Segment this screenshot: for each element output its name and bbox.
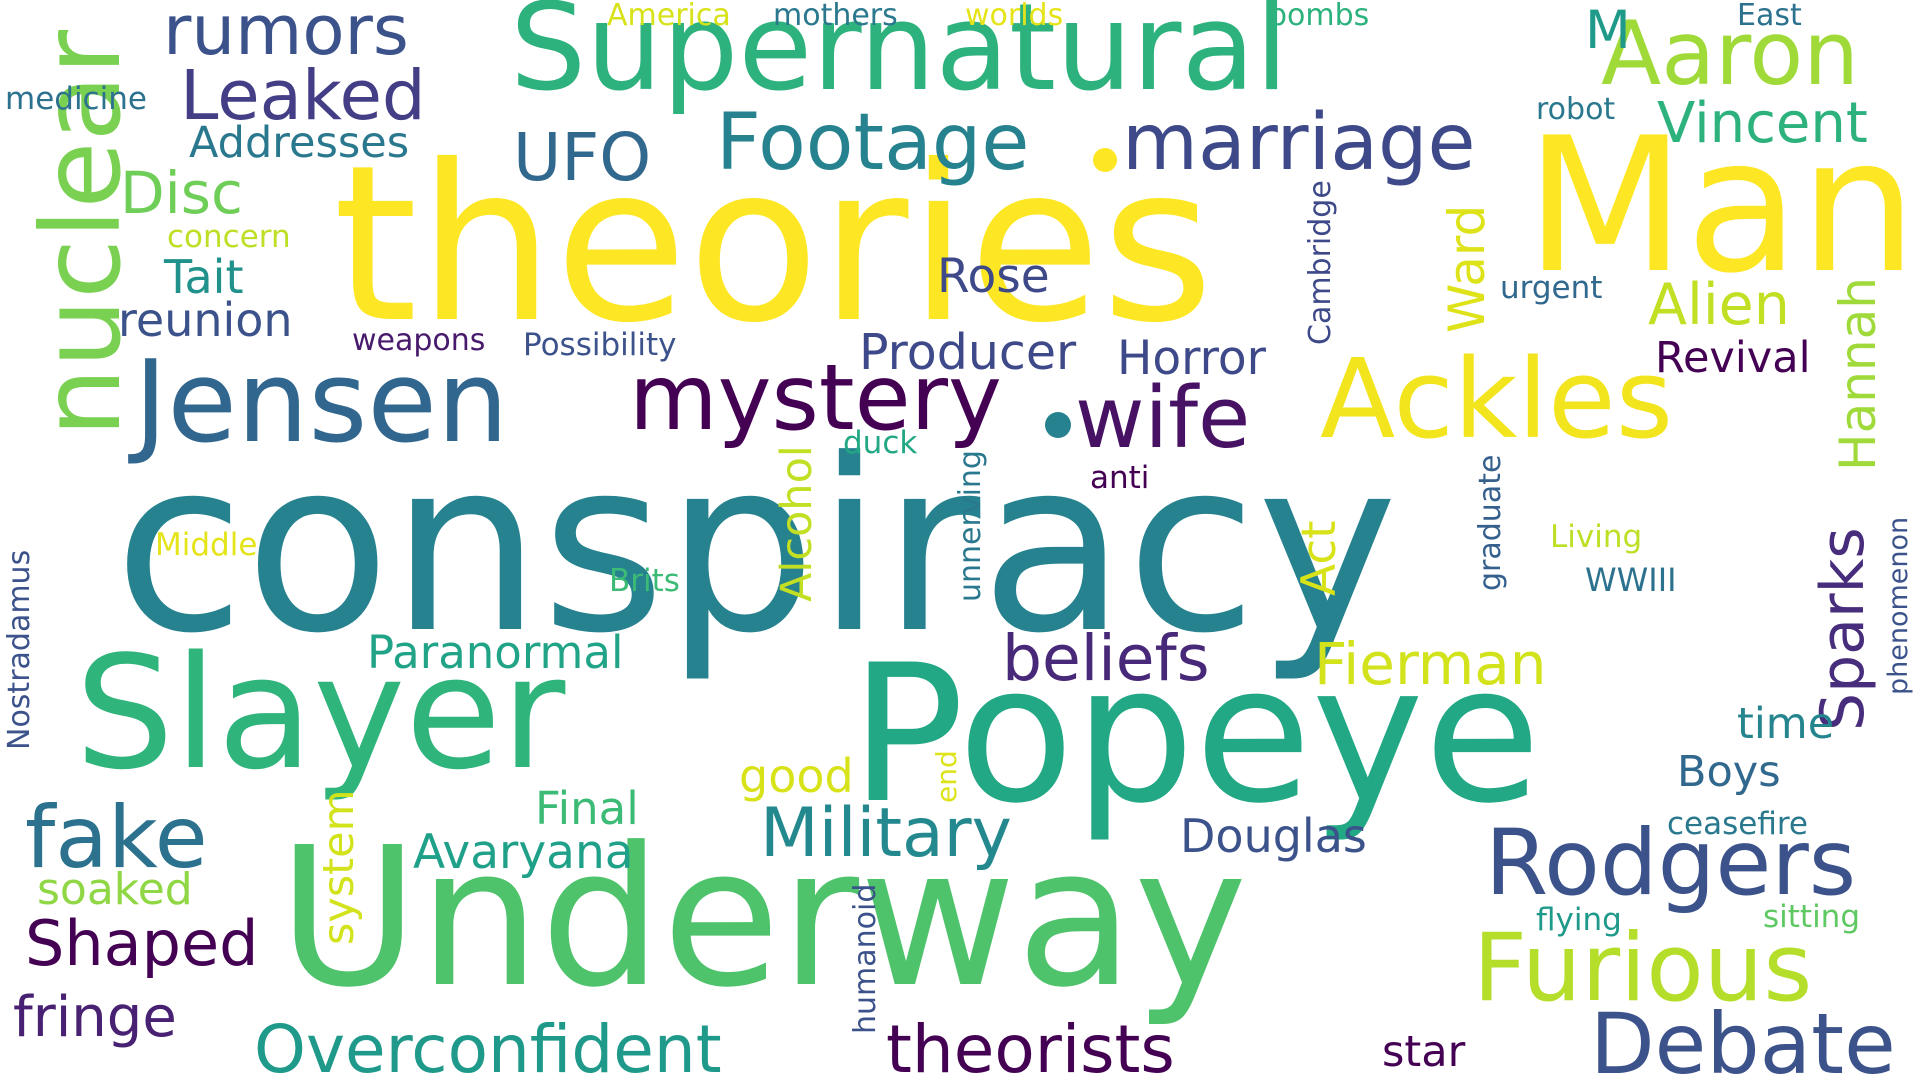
word-rumors: rumors — [163, 0, 409, 71]
word-rodgers: Rodgers — [1485, 811, 1857, 916]
word-furious: Furious — [1473, 914, 1813, 1023]
word-act: Act — [1292, 520, 1347, 596]
word-footage: Footage — [716, 98, 1030, 188]
word-time: time — [1737, 699, 1835, 749]
word-supernatural: Supernatural — [510, 0, 1289, 118]
dot-2 — [1045, 412, 1071, 438]
word-fierman: Fierman — [1314, 630, 1547, 698]
word-douglas: Douglas — [1180, 809, 1367, 863]
word-worlds: worlds — [965, 0, 1064, 33]
word-humanoid: humanoid — [848, 883, 883, 1034]
word-disc: Disc — [120, 159, 243, 227]
word-middle: Middle — [155, 527, 258, 563]
word-ceasefire: ceasefire — [1667, 806, 1808, 842]
word-alien: Alien — [1648, 272, 1790, 338]
dot-1 — [1093, 148, 1117, 172]
word-fringe: fringe — [13, 985, 177, 1050]
word-hannah: Hannah — [1829, 277, 1887, 471]
word-duck: duck — [843, 425, 918, 461]
word-robot: robot — [1536, 92, 1616, 127]
word-overconfident: Overconfident — [254, 1011, 722, 1080]
word-shaped: Shaped — [25, 907, 259, 980]
word-man: Man — [1525, 97, 1918, 314]
word-revival: Revival — [1655, 333, 1811, 383]
word-tait: Tait — [164, 250, 244, 304]
word-bombs: bombs — [1268, 0, 1370, 33]
word-mystery: mystery — [629, 346, 1002, 451]
word-wife: wife — [1075, 369, 1251, 468]
word-medicine: medicine — [5, 81, 147, 117]
word-unnerving: unnerving — [953, 450, 988, 602]
word-conspiracy: conspiracy — [114, 409, 1398, 686]
word-nostradamus: Nostradamus — [2, 549, 37, 750]
word-flying: flying — [1536, 902, 1622, 938]
word-wwiii: WWIII — [1585, 561, 1677, 599]
word-popeye: Popeye — [850, 624, 1541, 845]
word-phenomenon: phenomenon — [1883, 516, 1914, 695]
word-anti: anti — [1090, 460, 1150, 496]
word-living: Living — [1550, 519, 1643, 555]
word-slayer: Slayer — [75, 622, 566, 804]
word-debate: Debate — [1590, 995, 1896, 1080]
word-producer: Producer — [859, 324, 1077, 381]
word-good: good — [739, 749, 854, 803]
word-brits: Brits — [609, 563, 680, 599]
word-rose: Rose — [937, 249, 1050, 304]
word-soaked: soaked — [37, 864, 193, 915]
word-leaked: Leaked — [180, 56, 426, 136]
word-ward: Ward — [1438, 204, 1496, 333]
word-system: system — [314, 789, 364, 945]
word-final: Final — [535, 782, 639, 835]
word-mothers: mothers — [773, 0, 898, 33]
word-cambridge: Cambridge — [1303, 180, 1338, 345]
word-graduate: graduate — [1473, 454, 1508, 591]
word-ackles: Ackles — [1320, 335, 1674, 463]
word-fake: fake — [25, 788, 208, 888]
word-east: East — [1737, 0, 1802, 33]
word-military: Military — [760, 794, 1012, 873]
word-concern: concern — [167, 219, 291, 255]
word-america: America — [607, 0, 731, 33]
word-star: star — [1382, 1027, 1466, 1077]
word-vincent: Vincent — [1657, 91, 1868, 156]
word-urgent: urgent — [1500, 270, 1603, 306]
word-paranormal: Paranormal — [367, 626, 624, 679]
word-jensen: Jensen — [134, 336, 509, 468]
word-alcohol: Alcohol — [772, 445, 822, 602]
word-boys: Boys — [1677, 747, 1781, 797]
word-avaryana: Avaryana — [413, 825, 634, 880]
word-theorists: theorists — [886, 1011, 1175, 1080]
word-horror: Horror — [1117, 331, 1266, 386]
word-underway: Underway — [278, 807, 1248, 1030]
word-sitting: sitting — [1763, 899, 1861, 935]
word-weapons: weapons — [352, 323, 486, 358]
word-possibility: Possibility — [523, 327, 677, 363]
word-marriage: marriage — [1122, 98, 1476, 188]
word-aaron: Aaron — [1601, 2, 1859, 105]
word-reunion: reunion — [118, 293, 293, 347]
word-m: M — [1585, 0, 1631, 61]
word-ufo: UFO — [513, 119, 652, 196]
word-theories: theories — [333, 119, 1214, 370]
word-end: end — [930, 750, 963, 803]
word-beliefs: beliefs — [1002, 622, 1210, 695]
word-addresses: Addresses — [189, 118, 410, 168]
